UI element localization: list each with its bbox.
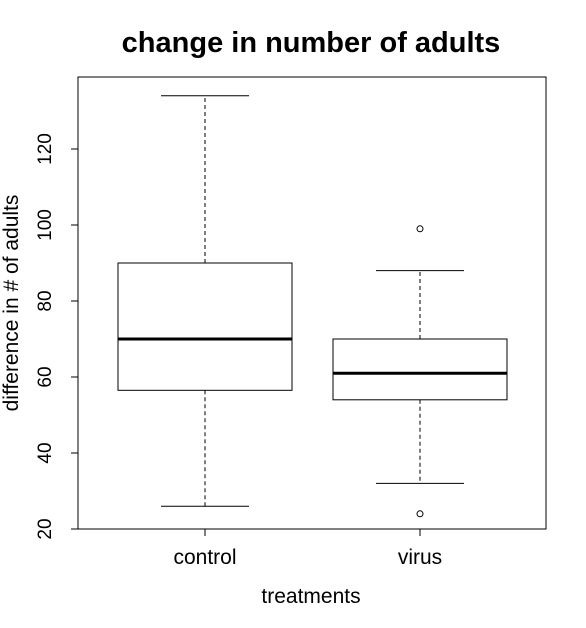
- y-axis-label: difference in # of adults: [0, 195, 23, 412]
- y-tick-label: 40: [35, 442, 56, 463]
- chart-title: change in number of adults: [122, 27, 501, 59]
- x-tick-label: control: [173, 546, 236, 569]
- outlier-point: [416, 510, 424, 518]
- x-axis-label: treatments: [261, 585, 360, 608]
- y-tick-label: 60: [35, 366, 56, 387]
- outlier-point: [416, 225, 424, 233]
- y-axis: 20 40 60 80 100 120: [35, 133, 79, 540]
- iqr-box: [117, 262, 293, 391]
- y-tick-label: 20: [35, 518, 56, 539]
- box-virus: [332, 225, 508, 518]
- y-tick-label: 120: [35, 133, 56, 165]
- box-control: [117, 95, 293, 507]
- y-tick-label: 100: [35, 209, 56, 241]
- iqr-box: [332, 338, 508, 401]
- x-axis: control virus: [173, 528, 442, 569]
- x-tick-label: virus: [398, 546, 442, 569]
- boxes-group: [117, 95, 508, 518]
- y-tick-label: 80: [35, 290, 56, 311]
